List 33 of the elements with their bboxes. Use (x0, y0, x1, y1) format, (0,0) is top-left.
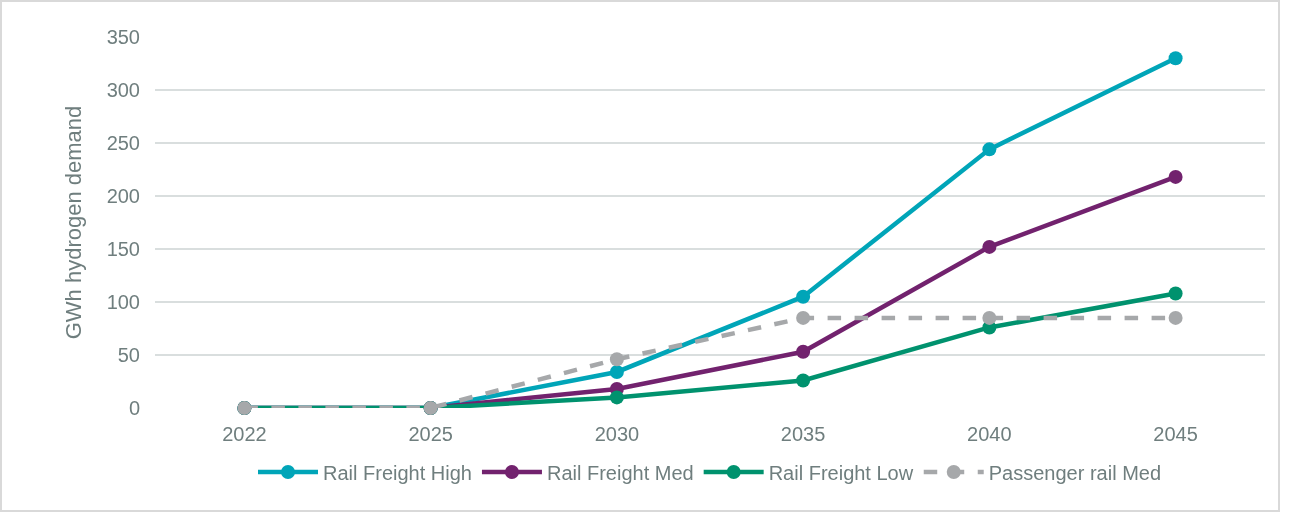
y-tick-label: 200 (106, 185, 140, 207)
point (796, 373, 811, 388)
x-tick-label: 2030 (594, 423, 640, 445)
point (1168, 286, 1183, 301)
point (1168, 310, 1183, 325)
point (982, 142, 997, 157)
x-tick-label: 2025 (408, 423, 453, 445)
point (1168, 51, 1183, 66)
point (982, 310, 997, 325)
y-tick-label: 100 (106, 291, 140, 313)
legend-label: Rail Freight Med (546, 461, 694, 484)
point (609, 364, 624, 379)
y-axis-title: GWh hydrogen demand (61, 105, 87, 340)
legend-label: Passenger rail Med (988, 461, 1162, 484)
point (796, 289, 811, 304)
x-tick-label: 2035 (780, 423, 826, 445)
y-tick-label: 300 (106, 79, 140, 101)
y-tick-label: 50 (117, 344, 140, 366)
point (796, 310, 811, 325)
point (609, 352, 624, 367)
x-tick-label: 2045 (1153, 423, 1198, 445)
point (982, 239, 997, 254)
x-tick-label: 2022 (222, 423, 267, 445)
x-tick-label: 2040 (967, 423, 1012, 445)
y-tick-label: 0 (128, 397, 140, 419)
y-tick-label: 150 (106, 238, 140, 260)
point (1168, 169, 1183, 184)
point (609, 390, 624, 405)
y-tick-label: 250 (106, 132, 140, 154)
y-tick-label: 350 (106, 26, 140, 48)
legend-label: Rail Freight Low (768, 461, 914, 484)
point (796, 344, 811, 359)
legend-label: Rail Freight High (323, 461, 472, 484)
